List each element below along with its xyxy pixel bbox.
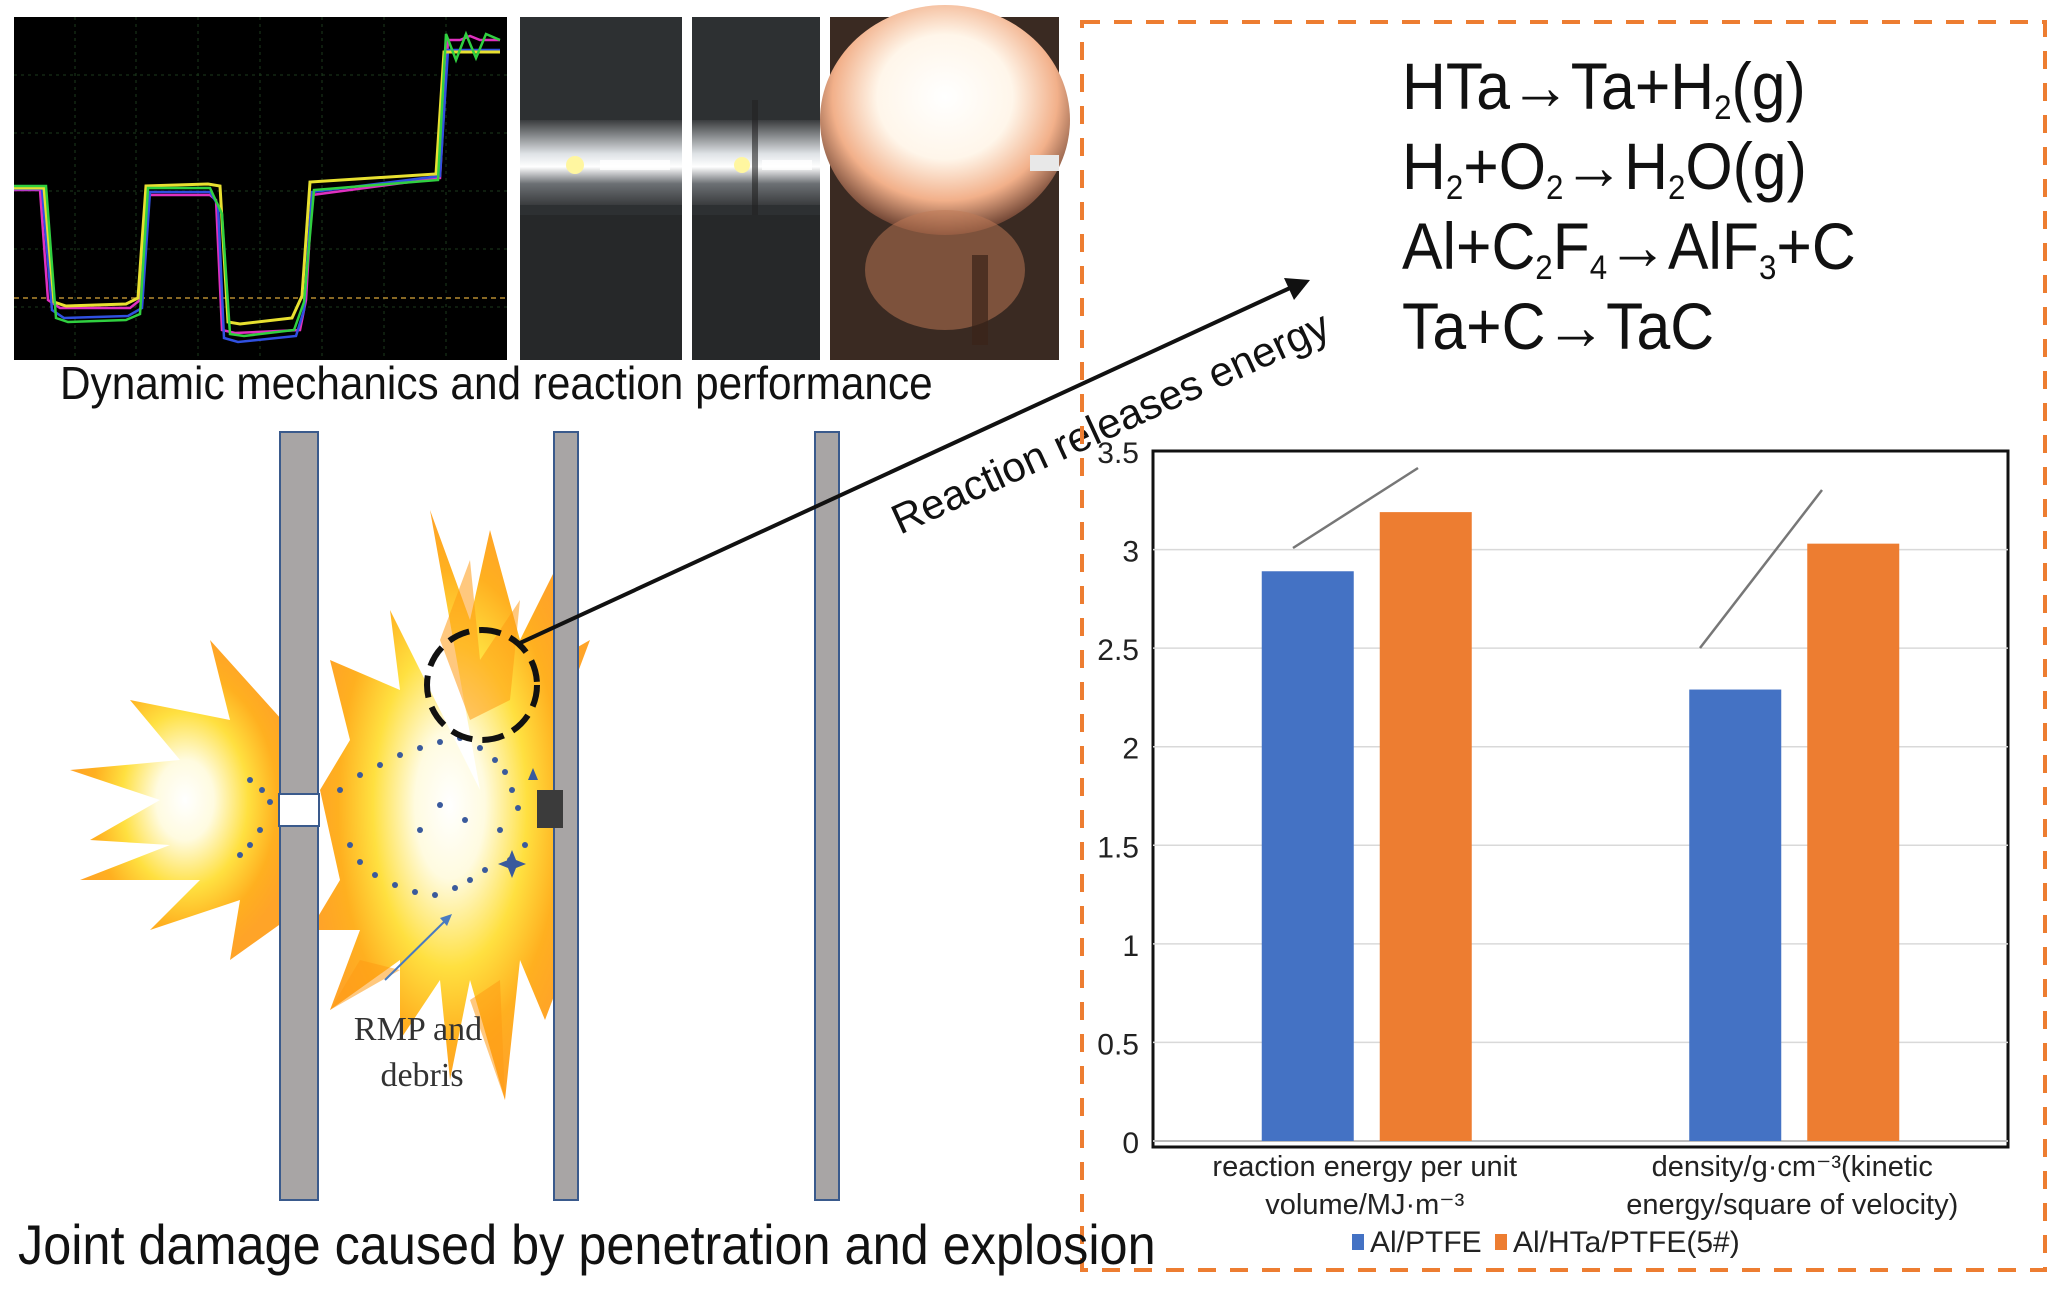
equation-3: Al+C2F4→AlF3+C <box>1402 209 1856 287</box>
caption-joint-damage: Joint damage caused by penetration and e… <box>18 1213 1156 1276</box>
blast-main <box>310 510 590 1100</box>
caption-dynamic-mechanics: Dynamic mechanics and reaction performan… <box>60 357 933 409</box>
perforation-hole <box>278 793 320 827</box>
blast-left <box>70 640 300 960</box>
x-category-label: energy/square of velocity) <box>1626 1189 1958 1221</box>
equation-4: Ta+C→TaC <box>1402 289 1715 363</box>
rmp-label-line2: debris <box>380 1057 463 1094</box>
bar-2-2 <box>1807 543 1900 1141</box>
bar-2-1 <box>1379 512 1472 1141</box>
bar-1-1 <box>1261 571 1354 1141</box>
x-category-label: density/g·cm⁻³(kinetic <box>1652 1151 1933 1183</box>
y-tick-label: 2.5 <box>1097 634 1139 667</box>
y-tick-label: 2 <box>1122 733 1139 766</box>
equation-2: H2+O2→H2O(g) <box>1402 129 1807 207</box>
plate-3 <box>814 431 840 1201</box>
fragment-block <box>537 790 563 828</box>
oscilloscope-panel <box>14 17 507 360</box>
legend-label-1: Al/PTFE <box>1370 1226 1482 1259</box>
y-tick-label: 1.5 <box>1097 831 1139 864</box>
dashed-frame <box>1080 20 2047 1272</box>
explosion-schematic: RMP and debris <box>70 431 840 1201</box>
legend-swatch-1 <box>1352 1234 1364 1250</box>
reaction-zone-circle <box>424 627 540 743</box>
y-tick-label: 3 <box>1122 536 1139 569</box>
high-speed-frame-2 <box>692 17 820 360</box>
x-category-label: volume/MJ·m⁻³ <box>1265 1189 1464 1221</box>
high-speed-frame-1 <box>520 17 682 360</box>
equation-1: HTa→Ta+H2(g) <box>1402 49 1806 127</box>
y-tick-label: 0.5 <box>1097 1028 1139 1061</box>
x-category-label: reaction energy per unit <box>1212 1151 1517 1183</box>
bar-chart: 0 0.5 1 1.5 2 2.5 3 3.5 reaction energy per uni… <box>1097 437 2010 1259</box>
legend-swatch-2 <box>1495 1234 1507 1250</box>
rmp-label-line1: RMP and <box>354 1011 482 1048</box>
legend-label-2: Al/HTa/PTFE(5#) <box>1513 1226 1740 1259</box>
y-tick-label: 0 <box>1122 1127 1139 1160</box>
high-speed-frame-3 <box>820 5 1070 360</box>
y-tick-label: 3.5 <box>1097 437 1139 470</box>
y-tick-label: 1 <box>1122 930 1139 963</box>
bar-1-2 <box>1689 689 1782 1141</box>
